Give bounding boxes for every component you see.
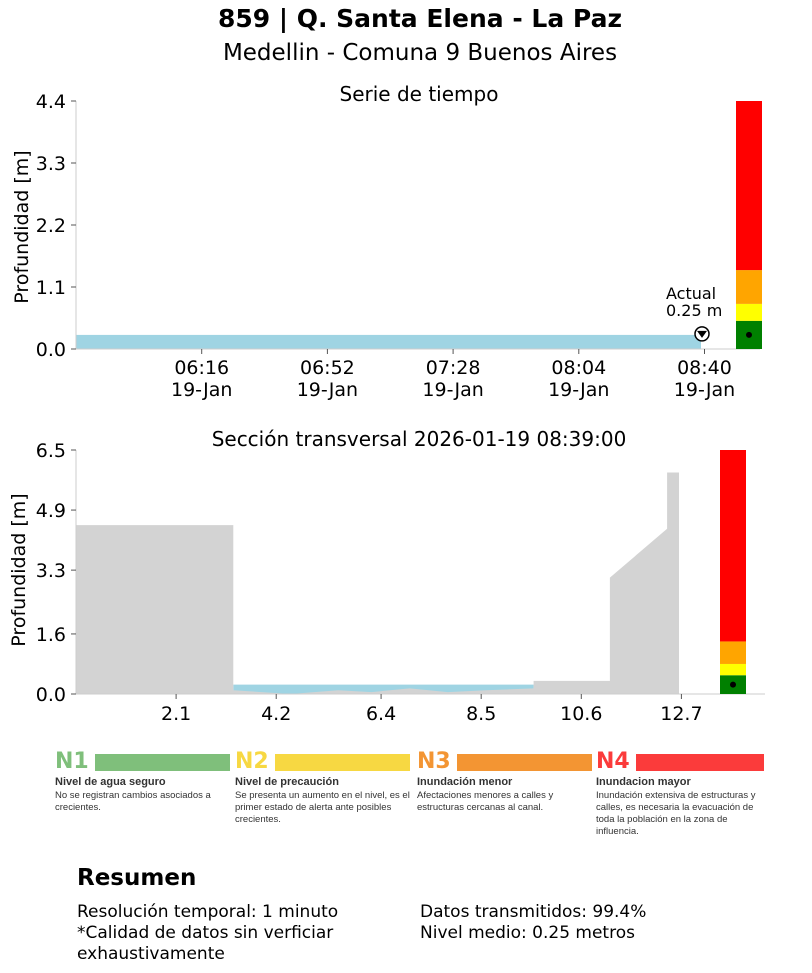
x-tick-label: 4.2 [261,703,291,725]
y-tick-label: 1.1 [36,277,66,299]
summary-title: Resumen [77,865,197,891]
x-tick-label: 6.4 [366,703,396,725]
x-tick-label: 07:28 [426,357,481,379]
level-bar-segment [720,450,746,642]
chart1-title: Serie de tiempo [340,82,499,106]
legend-bar [275,753,410,771]
page-title: 859 | Q. Santa Elena - La Paz [217,4,622,33]
summary-right: Datos transmitidos: 99.4% Nivel medio: 0… [420,902,750,944]
x-tick-date: 19-Jan [422,379,483,401]
x-tick-label: 06:16 [174,357,229,379]
legend-desc: Inundación extensiva de estructuras y ca… [596,790,756,837]
legend-code: N4 [596,749,630,774]
legend-n3: N3 Inundación menor Afectaciones menores… [417,750,592,814]
legend-name: Inundación menor [417,776,513,788]
legend-name: Nivel de agua seguro [55,776,166,788]
current-label: Actual [666,284,716,303]
legend-n4: N4 Inundacion mayor Inundación extensiva… [596,750,764,838]
chart2-title: Sección transversal 2026-01-19 08:39:00 [212,427,627,451]
summary-mean-level: Nivel medio: 0.25 metros [420,923,635,943]
x-tick-label: 06:52 [300,357,355,379]
y-tick-label: 1.6 [36,624,66,646]
x-tick-label: 2.1 [161,703,191,725]
legend-code: N1 [55,749,89,774]
y-tick-label: 2.2 [36,215,66,237]
level-bar-segment [720,641,746,664]
legend-bar [636,753,764,771]
water-fill [233,684,534,694]
x-tick-date: 19-Jan [297,379,358,401]
x-tick-label: 08:04 [551,357,606,379]
level-bar-segment [736,101,762,271]
y-tick-label: 3.3 [36,153,66,175]
x-tick-date: 19-Jan [171,379,232,401]
summary-quality-note: *Calidad de datos sin verficiar exhausti… [77,923,334,964]
legend-desc: Se presenta un aumento en el nivel, es e… [235,790,410,825]
legend-bar [95,753,230,771]
summary-resolution: Resolución temporal: 1 minuto [77,902,339,922]
legend-n1: N1 Nivel de agua seguro No se registran … [55,750,230,814]
y-tick-label: 6.5 [36,440,66,462]
chart1-ylabel: Profundidad [m] [11,150,33,303]
y-tick-label: 0.0 [36,684,66,706]
depth-area [76,334,701,349]
legend-bar [457,753,592,771]
legend-code: N2 [235,749,269,774]
page-subtitle: Medellin - Comuna 9 Buenos Aires [222,40,618,66]
legend-name: Inundacion mayor [596,776,691,788]
legend-desc: No se registran cambios asociados a crec… [55,790,211,813]
terrain-profile [76,472,680,694]
legend-name: Nivel de precaución [235,776,339,788]
y-tick-label: 3.3 [36,560,66,582]
legend-desc: Afectaciones menores a calles y estructu… [417,790,554,813]
x-tick-label: 12.7 [660,703,702,725]
y-tick-label: 4.4 [36,91,66,113]
x-tick-label: 08:40 [677,357,732,379]
summary-left: Resolución temporal: 1 minuto *Calidad d… [77,902,397,965]
level-bar-segment [736,270,762,304]
legend-n2: N2 Nivel de precaución Se presenta un au… [235,750,410,826]
level-bar-segment [736,303,762,321]
chart2-ylabel: Profundidad [m] [8,493,30,646]
level-bar-segment [720,663,746,676]
x-tick-date: 19-Jan [548,379,609,401]
y-tick-label: 0.0 [36,339,66,361]
summary-transmitted: Datos transmitidos: 99.4% [420,902,647,922]
legend-code: N3 [417,749,451,774]
x-tick-label: 10.6 [560,703,602,725]
time-series-chart: Serie de tiempo Profundidad [m] 0.0 1.1 2.… [11,82,762,401]
level-bar-marker [730,681,736,688]
current-value: 0.25 m [666,301,722,320]
y-tick-label: 4.9 [36,500,66,522]
x-tick-label: 8.5 [466,703,496,725]
x-tick-date: 19-Jan [674,379,735,401]
cross-section-chart: Sección transversal 2026-01-19 08:39:00 … [8,427,765,725]
current-marker-triangle [697,330,707,338]
level-bar-marker [746,331,752,338]
